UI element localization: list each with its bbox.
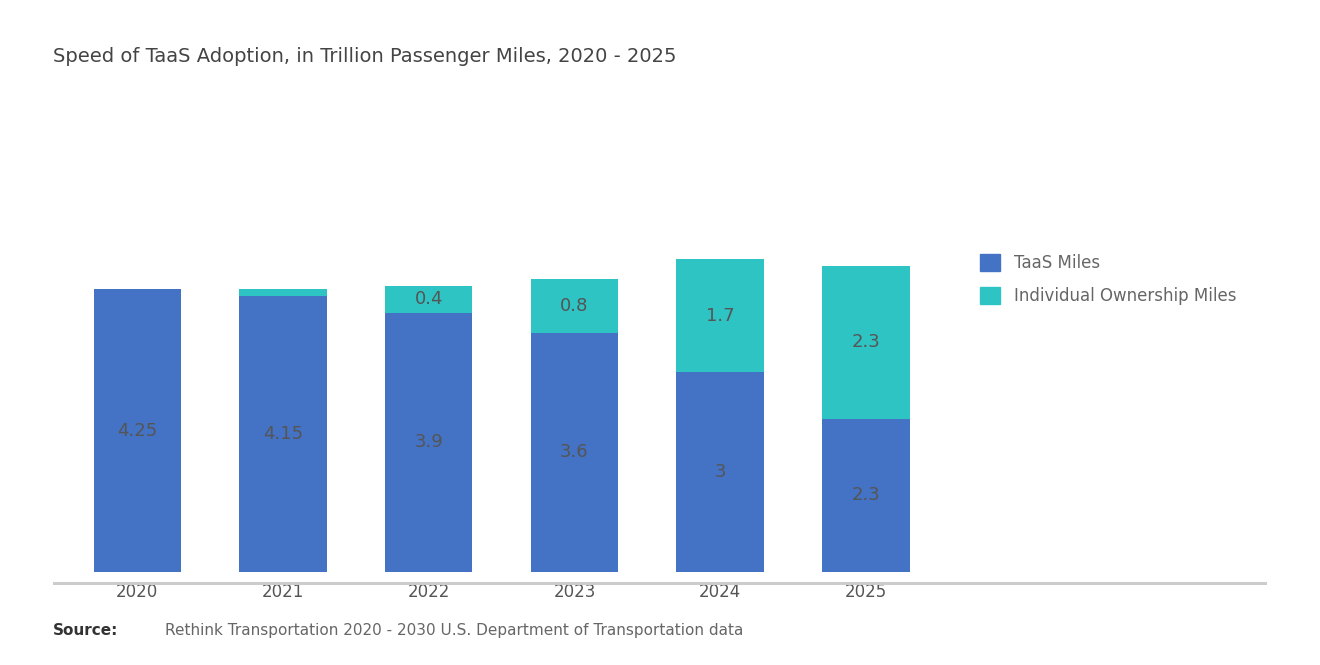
- Bar: [94, 289, 181, 572]
- Text: 3.6: 3.6: [560, 443, 589, 462]
- Text: Speed of TaaS Adoption, in Trillion Passenger Miles, 2020 - 2025: Speed of TaaS Adoption, in Trillion Pass…: [53, 47, 676, 66]
- Text: 1.7: 1.7: [706, 307, 734, 325]
- Text: 0.8: 0.8: [560, 297, 589, 315]
- Text: Rethink Transportation 2020 - 2030 U.S. Department of Transportation data: Rethink Transportation 2020 - 2030 U.S. …: [165, 623, 743, 638]
- Bar: [822, 266, 909, 419]
- Text: 3.9: 3.9: [414, 433, 444, 452]
- Bar: [676, 259, 764, 372]
- Text: 3: 3: [714, 463, 726, 481]
- Text: 2.3: 2.3: [851, 486, 880, 505]
- Text: 0.4: 0.4: [414, 290, 444, 309]
- Bar: [239, 296, 327, 572]
- Bar: [822, 419, 909, 572]
- Bar: [531, 332, 618, 572]
- Text: Source:: Source:: [53, 623, 119, 638]
- Text: 2.3: 2.3: [851, 333, 880, 352]
- Text: 4.25: 4.25: [117, 422, 157, 440]
- Text: 4.15: 4.15: [263, 425, 304, 443]
- Legend: TaaS Miles, Individual Ownership Miles: TaaS Miles, Individual Ownership Miles: [972, 245, 1245, 313]
- Bar: [239, 289, 327, 296]
- Bar: [385, 313, 473, 572]
- Bar: [385, 286, 473, 313]
- Bar: [676, 372, 764, 572]
- Bar: [531, 279, 618, 332]
